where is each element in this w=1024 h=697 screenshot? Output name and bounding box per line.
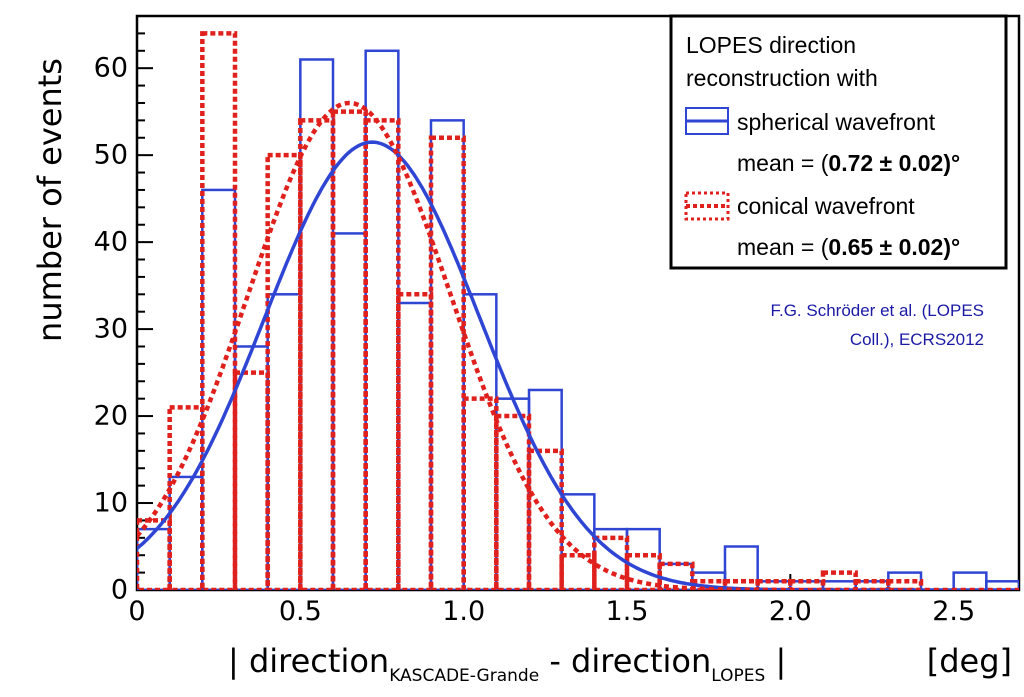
histogram-bin [232,370,270,590]
histogram-bin [299,58,335,590]
x-tick-label: 2.5 [932,596,975,627]
fit-curves [137,100,1019,590]
x-tick-label: 2.0 [769,596,812,627]
histogram-bin [526,448,564,590]
y-tick-label: 0 [111,575,128,606]
histogram-bin [396,292,434,590]
histogram-bin [690,579,728,590]
y-axis-ticks: 0 10 20 30 40 50 60 [94,32,153,606]
histogram-bin [985,580,1019,590]
legend-mean-spherical: mean = (0.72 ± 0.02)° [737,150,960,176]
x-tick-label: 0.5 [279,596,322,627]
y-tick-label: 20 [94,401,128,432]
y-tick-label: 40 [94,227,128,258]
credit-annotation-line1: F.G. Schröder et al. (LOPES [770,301,984,320]
fit-curve-spherical [137,140,1019,590]
histogram-bin [560,493,596,590]
histogram-bin [886,579,924,590]
legend-mean-conical: mean = (0.65 ± 0.02)° [737,234,960,260]
histogram-bin [722,579,760,590]
histogram-bin [298,118,336,590]
x-tick-label: 1.0 [442,596,485,627]
y-tick-label: 50 [94,140,128,171]
histogram-bin [592,535,630,590]
legend-title-line1: LOPES direction [686,32,856,58]
credit-annotation-line2: Coll.), ECRS2012 [850,330,984,349]
legend-box [669,14,1008,270]
x-axis-title-sub2: LOPES [711,666,765,686]
fit-curve-conical [137,100,1019,590]
histogram-bin [200,31,238,590]
histogram-bin [428,135,466,590]
histogram-bin [853,579,891,590]
histogram-bin [168,475,204,590]
x-axis-unit: [deg] [927,642,1012,680]
histogram-bin [527,388,563,590]
x-axis-title-middle: - direction [539,642,711,680]
legend-title-line2: reconstruction with [686,65,878,91]
x-axis-title: | directionKASCADE-Grande - directionLOP… [228,642,786,686]
histogram-bin [559,552,597,590]
histogram-bin [363,118,401,590]
x-tick-label: 0 [128,596,145,627]
histogram-bin [952,571,988,590]
histogram-bin [331,232,367,590]
histogram-bin [429,119,465,590]
y-axis-title: number of events [31,58,69,342]
histogram-bin [330,109,368,590]
legend-label-conical: conical wavefront [737,193,915,219]
histogram-bin [461,396,499,590]
histogram-bin [201,188,237,590]
x-axis-title-main: | direction [228,642,389,680]
histogram-bin [266,293,302,590]
histogram-bin [788,579,826,590]
legend-label-spherical: spherical wavefront [737,109,936,135]
legend: LOPES direction reconstruction with sphe… [669,14,1008,270]
histogram-bin [397,301,433,590]
y-tick-label: 60 [94,53,128,84]
y-tick-label: 30 [94,314,128,345]
histogram-bin [462,293,498,590]
histogram-bin [755,579,793,590]
histogram-bin [494,413,532,590]
x-tick-label: 1.5 [606,596,649,627]
y-tick-label: 10 [94,488,128,519]
x-axis-title-sub1: KASCADE-Grande [389,666,539,686]
x-axis-title-end: | [765,642,786,680]
histogram-bin [364,49,400,590]
